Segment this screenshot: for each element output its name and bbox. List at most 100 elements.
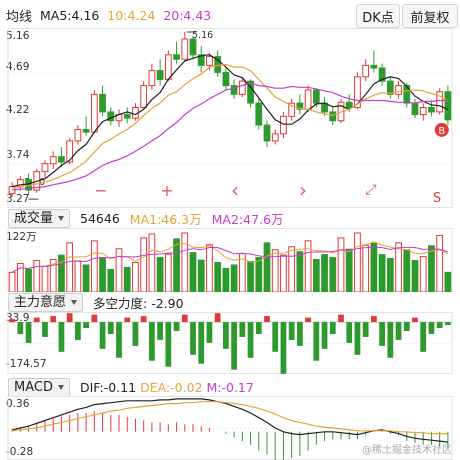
main-force-bar (231, 322, 237, 370)
main-force-bar (214, 313, 221, 323)
macd-title-row: MACD DIF:-0.11 DEA:-0.02 M:-0.17 (0, 377, 254, 397)
candle-body (386, 80, 394, 95)
volume-title-row: 成交量 54646 MA1:46.3万 MA2:47.6万 (0, 208, 283, 228)
volume-bar (173, 238, 180, 292)
volume-bar (411, 260, 419, 292)
main-force-bar (116, 322, 122, 358)
macd-axis-max: 0.36 (6, 398, 30, 410)
main-force-bar (91, 314, 98, 323)
main-force-chart[interactable] (0, 312, 460, 374)
price-axis-l3: 4.22 (6, 104, 30, 116)
volume-bar (25, 268, 32, 292)
volume-bar (148, 233, 156, 292)
macd-chart[interactable] (0, 396, 460, 460)
main-force-bar (280, 322, 287, 374)
volume-ma-line-1 (11, 241, 449, 273)
price-axis-l4: 3.74 (6, 149, 30, 161)
main-force-bar (346, 322, 353, 343)
main-force-bar (436, 322, 443, 329)
volume-bar (58, 254, 65, 292)
ma-title[interactable]: 均线 (6, 9, 33, 25)
main-force-bar (288, 322, 295, 340)
fullscreen-icon[interactable]: ⤢ (365, 182, 377, 198)
volume-bar (82, 264, 90, 292)
main-force-bar (297, 322, 303, 346)
candle-body (428, 107, 435, 113)
volume-bar (354, 232, 361, 292)
candle-body (370, 64, 378, 69)
volume-bar (132, 261, 139, 292)
ma-line-ma20 (12, 82, 448, 191)
volume-bar (115, 248, 123, 292)
candle-body (99, 93, 106, 113)
main-force-bar (412, 317, 418, 323)
macd-selector[interactable]: MACD (8, 377, 70, 397)
volume-selector[interactable]: 成交量 (8, 208, 71, 228)
volume-bar (403, 249, 411, 292)
candle-body (395, 85, 402, 95)
adjust-price-button[interactable]: 前复权 (402, 4, 458, 28)
buy-badge (434, 122, 449, 137)
candle-body (123, 114, 131, 119)
main-force-bar (445, 322, 451, 326)
volume-bar (444, 271, 452, 292)
price-chart[interactable]: B (0, 28, 460, 208)
main-force-bar (420, 322, 427, 352)
main-force-bar (305, 317, 311, 323)
macd-m: M:-0.17 (206, 379, 254, 395)
volume-bar (312, 259, 320, 292)
watermark: @稀土掘金技术社区 (362, 445, 452, 456)
volume-bar (386, 258, 394, 292)
volume-axis-max: 122万 (6, 231, 37, 243)
main-force-bar (190, 322, 196, 355)
ma-line-ma10 (11, 63, 449, 189)
main-force-selector[interactable]: 主力意愿 (8, 292, 84, 312)
scroll-right-button[interactable]: › (299, 178, 307, 202)
volume-bar (428, 245, 435, 292)
volume-bar (90, 240, 98, 292)
volume-bar (378, 254, 386, 292)
dk-point-button[interactable]: DK点 (356, 4, 400, 28)
volume-bar (280, 254, 287, 292)
main-force-bar (387, 322, 394, 358)
volume-bar (395, 242, 402, 292)
candle-body (255, 102, 263, 126)
zoom-out-button[interactable]: − (94, 180, 108, 200)
main-force-axis-min: -174.57 (6, 358, 47, 370)
candle-body (148, 70, 156, 87)
main-force-bar (379, 322, 385, 346)
main-force-bar (395, 322, 402, 340)
candle-body (444, 91, 452, 121)
candle-body (238, 80, 246, 95)
volume-bar (197, 259, 205, 292)
candle-body (436, 91, 444, 113)
main-force-bar (99, 322, 106, 349)
scroll-left-button[interactable]: ‹ (231, 178, 239, 202)
candle-body (296, 102, 304, 110)
main-force-bar (329, 322, 336, 334)
volume-chart[interactable] (0, 228, 460, 292)
volume-bar (222, 267, 230, 292)
buy-badge-label: B (438, 126, 445, 137)
candle-body (403, 85, 411, 104)
volume-bar (321, 254, 328, 292)
volume-bar (107, 268, 115, 292)
candle-body (288, 102, 296, 117)
main-force-bar (66, 313, 73, 323)
volume-bar (345, 248, 353, 292)
main-force-bar (165, 322, 172, 367)
macd-dif: DIF:-0.11 (79, 379, 137, 395)
candle-body (41, 163, 49, 173)
volume-bar (329, 257, 337, 292)
main-force-bar (107, 322, 114, 334)
zoom-in-button[interactable]: + (160, 180, 174, 200)
ma20-value: 20:4.43 (163, 7, 212, 23)
volume-ma1: MA1:46.3万 (129, 211, 202, 227)
candle-body (189, 38, 197, 56)
volume-bar (214, 261, 222, 292)
candle-body (329, 111, 337, 122)
main-force-bar (206, 322, 213, 343)
volume-value: 54646 (80, 210, 120, 226)
main-force-bar (198, 322, 205, 364)
main-force-bar (75, 322, 81, 340)
